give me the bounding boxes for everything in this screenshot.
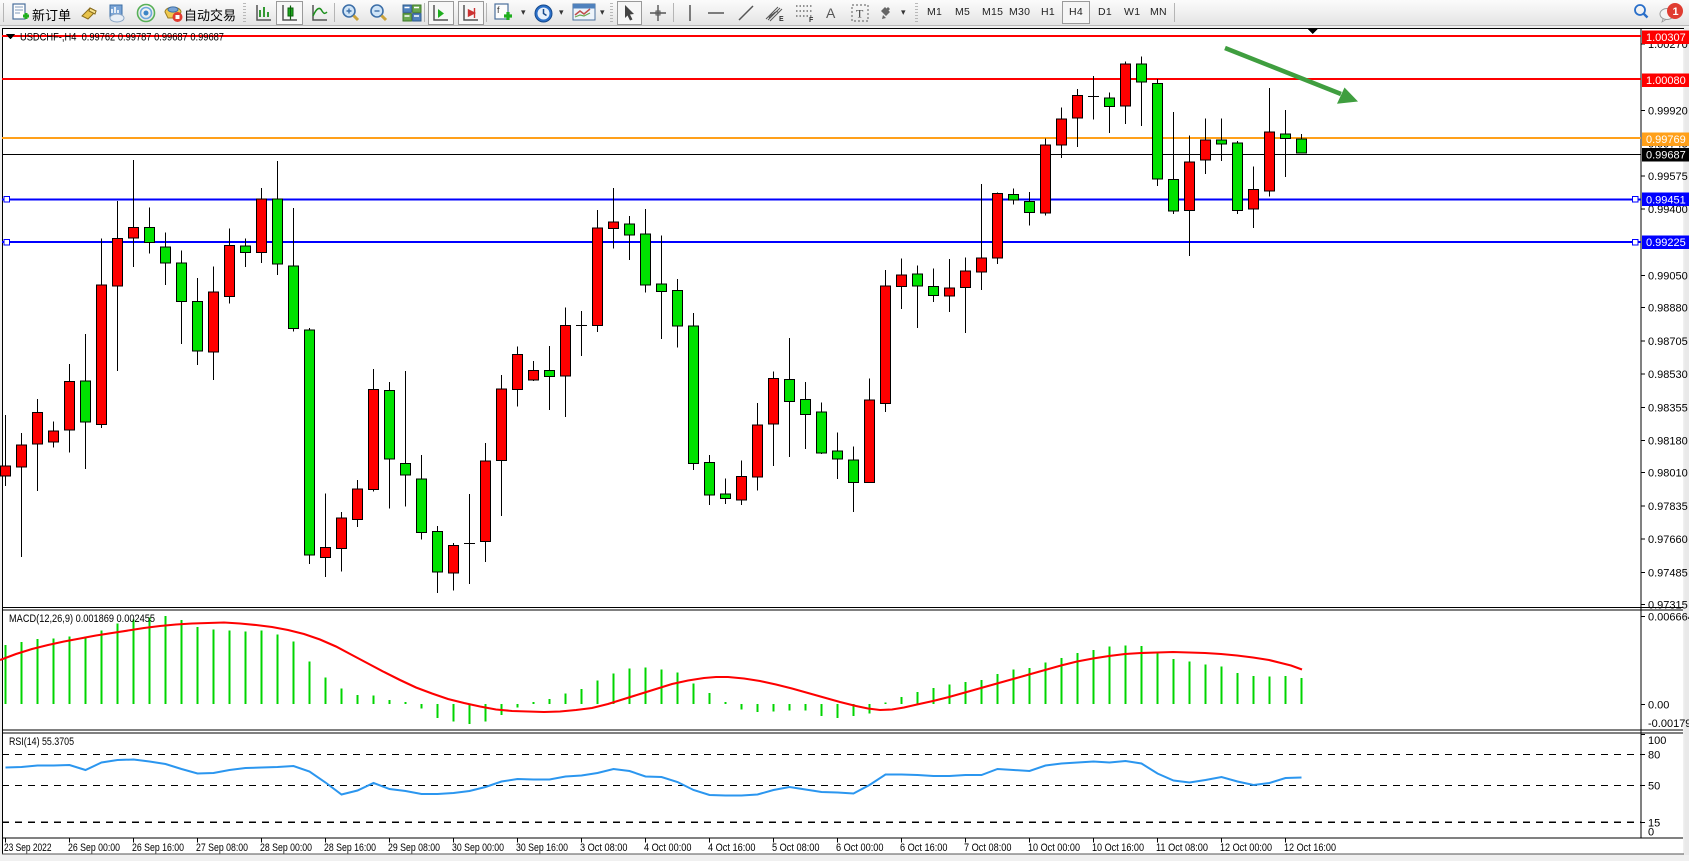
- svg-text:80: 80: [1648, 749, 1660, 761]
- svg-text:29 Sep 08:00: 29 Sep 08:00: [388, 842, 440, 854]
- svg-text:10 Oct 00:00: 10 Oct 00:00: [1028, 842, 1080, 854]
- svg-text:28 Sep 16:00: 28 Sep 16:00: [324, 842, 376, 854]
- svg-text:0.98880: 0.98880: [1648, 303, 1688, 315]
- svg-text:11 Oct 08:00: 11 Oct 08:00: [1156, 842, 1208, 854]
- svg-text:-0.001798: -0.001798: [1648, 718, 1689, 730]
- svg-text:0.97315: 0.97315: [1648, 600, 1688, 612]
- svg-text:0.99225: 0.99225: [1646, 237, 1686, 249]
- svg-text:7 Oct 08:00: 7 Oct 08:00: [964, 842, 1012, 854]
- svg-text:0.98530: 0.98530: [1648, 369, 1688, 381]
- svg-text:RSI(14) 55.3705: RSI(14) 55.3705: [9, 736, 74, 748]
- svg-text:12 Oct 00:00: 12 Oct 00:00: [1220, 842, 1272, 854]
- svg-text:30 Sep 16:00: 30 Sep 16:00: [516, 842, 568, 854]
- svg-text:5 Oct 08:00: 5 Oct 08:00: [772, 842, 820, 854]
- svg-text:3 Oct 08:00: 3 Oct 08:00: [580, 842, 628, 854]
- svg-text:0.98010: 0.98010: [1648, 468, 1688, 480]
- svg-text:6 Oct 00:00: 6 Oct 00:00: [836, 842, 884, 854]
- svg-text:USDCHF-,H4 0.99762 0.99787 0.: USDCHF-,H4 0.99762 0.99787 0.99687 0.996…: [20, 32, 224, 44]
- svg-text:0.99687: 0.99687: [1646, 150, 1686, 162]
- svg-text:0.97835: 0.97835: [1648, 501, 1688, 513]
- svg-text:T: T: [856, 7, 864, 21]
- svg-text:f: f: [497, 5, 500, 15]
- svg-text:MACD(12,26,9) 0.001869 0.00245: MACD(12,26,9) 0.001869 0.002455: [9, 613, 155, 625]
- svg-text:50: 50: [1648, 781, 1660, 793]
- svg-text:100: 100: [1648, 735, 1666, 747]
- svg-text:12 Oct 16:00: 12 Oct 16:00: [1284, 842, 1336, 854]
- svg-text:0.98355: 0.98355: [1648, 403, 1688, 415]
- svg-text:0: 0: [1648, 827, 1654, 839]
- svg-text:F: F: [809, 17, 814, 23]
- svg-text:23 Sep 2022: 23 Sep 2022: [4, 842, 52, 854]
- svg-text:30 Sep 00:00: 30 Sep 00:00: [452, 842, 504, 854]
- svg-text:6 Oct 16:00: 6 Oct 16:00: [900, 842, 948, 854]
- svg-text:28 Sep 00:00: 28 Sep 00:00: [260, 842, 312, 854]
- svg-text:26 Sep 00:00: 26 Sep 00:00: [68, 842, 120, 854]
- svg-text:10 Oct 16:00: 10 Oct 16:00: [1092, 842, 1144, 854]
- svg-text:0.99769: 0.99769: [1646, 134, 1686, 146]
- svg-text:0.99920: 0.99920: [1648, 106, 1688, 118]
- svg-text:0.99050: 0.99050: [1648, 271, 1688, 283]
- svg-text:0.99451: 0.99451: [1646, 195, 1686, 207]
- svg-text:E: E: [779, 16, 784, 23]
- svg-text:4 Oct 16:00: 4 Oct 16:00: [708, 842, 756, 854]
- svg-text:1: 1: [1673, 6, 1679, 18]
- svg-text:0.98180: 0.98180: [1648, 436, 1688, 448]
- svg-text:1.00307: 1.00307: [1646, 32, 1686, 44]
- svg-text:4 Oct 00:00: 4 Oct 00:00: [644, 842, 692, 854]
- svg-text:15: 15: [1648, 817, 1660, 829]
- svg-text:0.99575: 0.99575: [1648, 171, 1688, 183]
- svg-text:0.97485: 0.97485: [1648, 568, 1688, 580]
- svg-text:27 Sep 08:00: 27 Sep 08:00: [196, 842, 248, 854]
- svg-text:0.98705: 0.98705: [1648, 336, 1688, 348]
- svg-text:0.006664: 0.006664: [1648, 612, 1689, 624]
- svg-text:26 Sep 16:00: 26 Sep 16:00: [132, 842, 184, 854]
- svg-text:0.97660: 0.97660: [1648, 534, 1688, 546]
- svg-text:0.99400: 0.99400: [1648, 204, 1688, 216]
- svg-text:1.00080: 1.00080: [1646, 75, 1686, 87]
- svg-text:0.00: 0.00: [1648, 700, 1669, 712]
